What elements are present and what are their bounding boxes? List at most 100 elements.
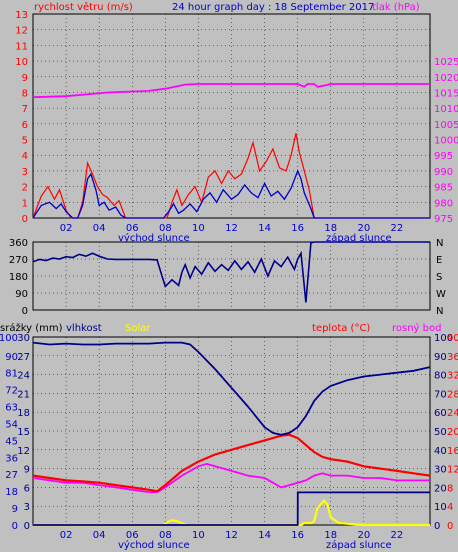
wind-speed-tick: 1 xyxy=(22,198,28,209)
panel2-grid xyxy=(33,242,430,310)
pressure-tick: 985 xyxy=(434,183,453,194)
solar-tick: 30 xyxy=(434,465,447,476)
humidity-tick: 72 xyxy=(5,386,18,397)
wind-speed-axis-label: rychlost větru (m/s) xyxy=(34,1,133,13)
chart-title: 24 hour graph day : 18 September 2017 xyxy=(172,2,374,13)
humidity-tick: 54 xyxy=(5,419,18,430)
pressure-tick: 990 xyxy=(434,167,453,178)
humidity-line xyxy=(32,341,431,436)
panel2-left-ticks: 0 90 180 270 360 xyxy=(9,238,28,317)
solar-tick: 50 xyxy=(434,427,447,438)
panel3-series xyxy=(32,341,431,527)
panel1-right-ticks: 975 980 985 990 995 1000 1005 1010 1015 1020 1025 xyxy=(434,57,458,225)
wind-speed-tick: 9 xyxy=(22,73,28,84)
rain-tick: 9 xyxy=(24,465,30,476)
solar-tick: 90 xyxy=(434,352,447,363)
temperature-tick: 20 xyxy=(447,427,458,438)
pressure-axis-label: tlak (hPa) xyxy=(372,2,420,13)
wind-speed-tick: 6 xyxy=(22,120,28,131)
temperature-tick: 4 xyxy=(447,502,453,513)
wind-speed-tick: 8 xyxy=(22,88,28,99)
humidity-tick: 45 xyxy=(5,436,18,447)
direction-tick: 360 xyxy=(9,238,28,249)
pressure-tick: 1025 xyxy=(434,57,458,68)
dew-point-label: rosný bod xyxy=(392,322,441,334)
humidity-tick: 9 xyxy=(12,504,18,515)
solar-tick: 70 xyxy=(434,389,447,400)
x-tick-label: 08 xyxy=(159,223,172,234)
x-tick-label: 18 xyxy=(324,223,337,234)
compass-tick: S xyxy=(436,272,442,283)
temperature-line xyxy=(32,433,431,493)
x-tick-label: 22 xyxy=(391,530,404,541)
pressure-tick: 1005 xyxy=(434,120,458,131)
wind-speed-line xyxy=(32,169,430,219)
temperature-tick: 12 xyxy=(447,465,458,476)
x-tick-label: 16 xyxy=(291,223,304,234)
temperature-tick: 28 xyxy=(447,389,458,400)
temperature-tick: 24 xyxy=(447,408,458,419)
panel2-plot-area xyxy=(32,241,431,311)
pressure-tick: 1020 xyxy=(434,73,458,84)
x-tick-label: 12 xyxy=(225,530,238,541)
humidity-tick: 0 xyxy=(12,521,18,532)
panel3-left-ticks: 0918273645546372819010003691215182124273… xyxy=(0,333,30,532)
humidity-label: vlhkost xyxy=(66,323,102,334)
pressure-tick: 980 xyxy=(434,198,453,209)
rain-tick: 21 xyxy=(17,389,30,400)
panel1-x-ticks: 02 04 06 08 10 12 14 16 18 20 22 xyxy=(60,223,404,234)
rain-tick: 15 xyxy=(17,427,30,438)
rain-tick: 6 xyxy=(24,483,30,494)
wind-speed-tick: 3 xyxy=(22,167,28,178)
solar-tick: 60 xyxy=(434,408,447,419)
x-tick-label: 02 xyxy=(60,530,73,541)
temperature-tick: 16 xyxy=(447,446,458,457)
direction-tick: 90 xyxy=(15,289,28,300)
humidity-tick: 63 xyxy=(5,403,18,414)
wind-speed-tick: 2 xyxy=(22,183,28,194)
temperature-tick: 0 xyxy=(447,521,453,532)
x-tick-label: 10 xyxy=(192,223,205,234)
panel3-sunrise-label: východ slunce xyxy=(118,539,190,551)
direction-tick: 180 xyxy=(9,272,28,283)
x-tick-label: 22 xyxy=(391,223,404,234)
x-tick-label: 04 xyxy=(93,530,106,541)
x-tick-label: 04 xyxy=(93,223,106,234)
temperature-tick: 8 xyxy=(447,483,453,494)
x-tick-label: 08 xyxy=(159,530,172,541)
panel1-sunset-label: západ slunce xyxy=(326,232,392,244)
solar-tick: 10 xyxy=(434,502,447,513)
pressure-tick: 1010 xyxy=(434,104,458,115)
x-tick-label: 20 xyxy=(357,530,370,541)
temperature-tick: 40 xyxy=(447,333,458,344)
rain-axis-label: srážky (mm) xyxy=(0,322,63,334)
pressure-tick: 1015 xyxy=(434,88,458,99)
x-tick-label: 02 xyxy=(60,223,73,234)
panel3-x-ticks: 02 04 06 08 10 12 14 16 18 20 22 xyxy=(60,530,404,541)
compass-tick: N xyxy=(436,306,443,317)
panel1-sunrise-label: východ slunce xyxy=(118,232,190,244)
pressure-line xyxy=(32,83,430,99)
wind-speed-tick: 0 xyxy=(22,214,28,225)
solar-line xyxy=(33,498,430,527)
direction-tick: 270 xyxy=(9,255,28,266)
rain-line xyxy=(33,491,430,526)
compass-tick: E xyxy=(436,255,442,266)
x-tick-label: 20 xyxy=(357,223,370,234)
panel2-series xyxy=(32,241,430,303)
direction-tick: 0 xyxy=(22,306,28,317)
solar-tick: 100 xyxy=(434,333,453,344)
x-tick-label: 14 xyxy=(258,223,271,234)
compass-tick: W xyxy=(436,289,446,300)
rain-tick: 27 xyxy=(17,352,30,363)
wind-direction-line xyxy=(32,241,430,303)
wind-speed-tick: 13 xyxy=(15,10,28,21)
wind-speed-tick: 4 xyxy=(22,151,28,162)
panel3-right-ticks: 0102030405060708090100048121620242832364… xyxy=(434,333,458,532)
humidity-tick: 36 xyxy=(5,453,18,464)
pressure-tick: 1000 xyxy=(434,136,458,147)
x-tick-label: 14 xyxy=(258,530,271,541)
